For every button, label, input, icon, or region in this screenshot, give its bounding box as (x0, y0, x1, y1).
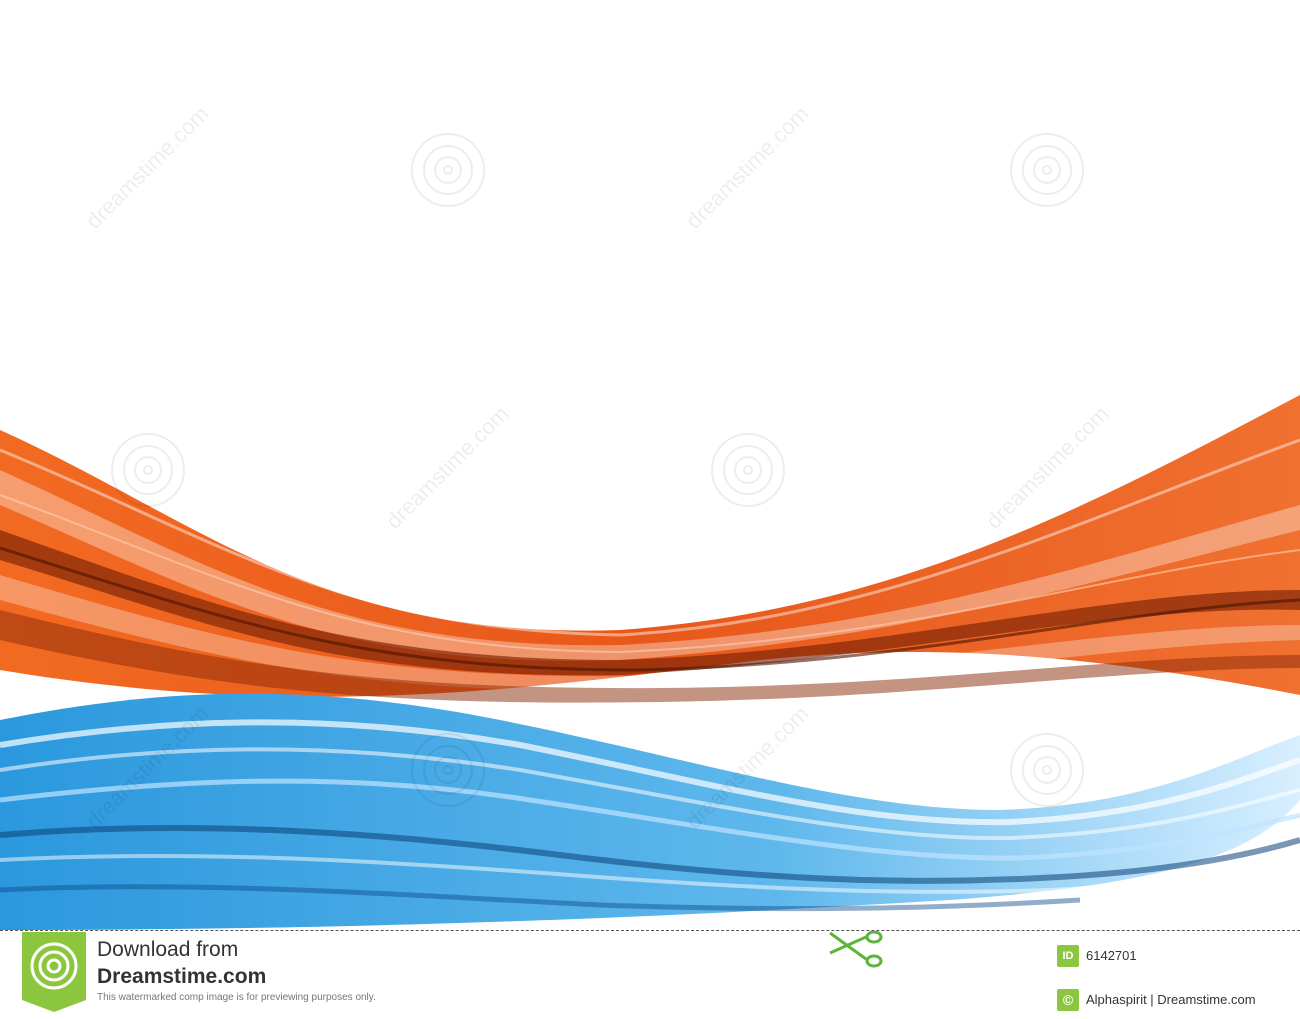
svg-text:dreamstime.com: dreamstime.com (681, 101, 814, 234)
watermark-spirals (111, 133, 1084, 807)
svg-text:dreamstime.com: dreamstime.com (81, 101, 214, 234)
image-id: 6142701 (1086, 948, 1137, 963)
author-credit: Alphaspirit | Dreamstime.com (1086, 992, 1256, 1007)
dreamstime-link[interactable]: Dreamstime.com (97, 965, 267, 988)
dreamstime-logo-icon (22, 932, 86, 1012)
dreamstime-footer: Download from Dreamstime.com This waterm… (0, 930, 1300, 1019)
id-icon: ID (1057, 945, 1079, 967)
svg-text:dreamstime.com: dreamstime.com (381, 401, 514, 534)
preview-note: This watermarked comp image is for previ… (97, 992, 376, 1003)
dashed-cut-line (0, 930, 1300, 931)
wave-artwork: dreamstime.com dreamstime.com dreamstime… (0, 101, 1300, 930)
blue-wave (0, 693, 1300, 930)
copyright-icon: © (1057, 989, 1079, 1011)
download-from-text: Download from (97, 938, 239, 961)
scissors-icon (829, 931, 883, 968)
orange-wave (0, 395, 1300, 703)
